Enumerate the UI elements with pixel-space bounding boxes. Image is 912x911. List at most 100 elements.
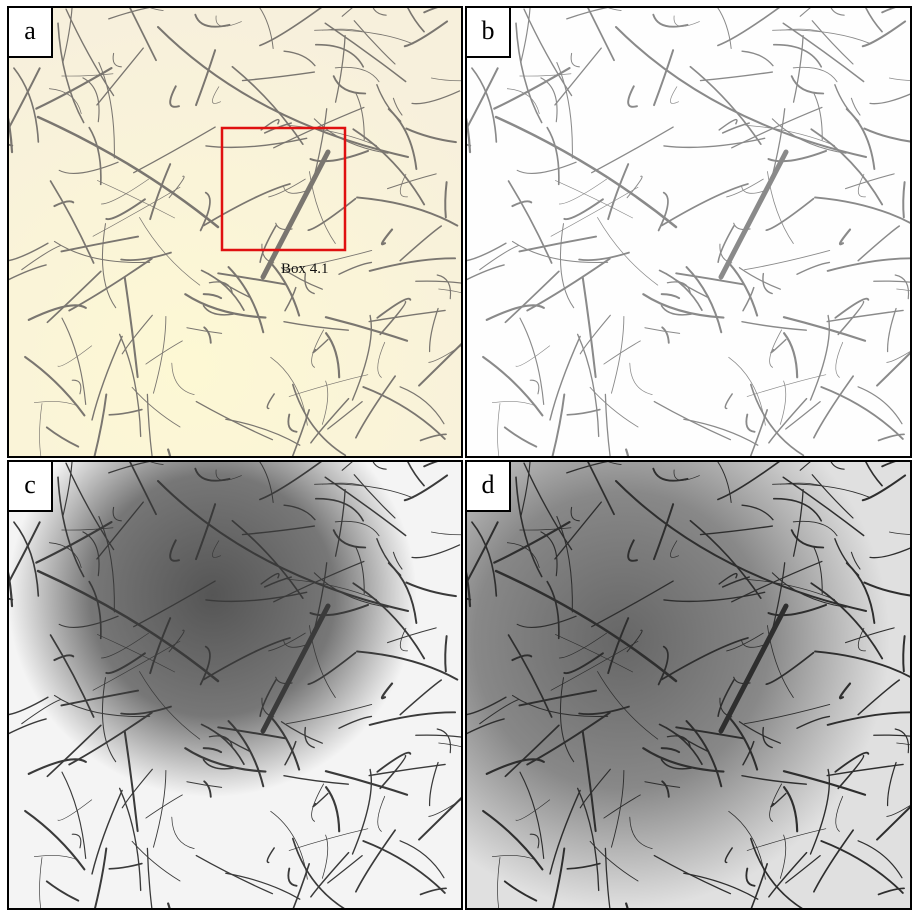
root	[581, 730, 597, 833]
root	[260, 149, 331, 280]
root	[661, 183, 749, 227]
root	[288, 374, 369, 397]
root	[368, 309, 446, 323]
panel-a-image	[8, 7, 462, 457]
root	[231, 519, 304, 600]
root	[399, 627, 408, 652]
root	[820, 840, 904, 894]
root	[845, 173, 895, 190]
root	[36, 569, 220, 683]
root	[57, 22, 85, 124]
root	[559, 223, 575, 309]
root	[430, 531, 462, 536]
root	[551, 393, 566, 457]
root	[283, 321, 350, 331]
root	[861, 474, 907, 502]
root	[35, 66, 113, 110]
root	[91, 335, 123, 421]
root	[796, 261, 831, 275]
root	[387, 627, 437, 644]
root	[607, 617, 630, 675]
root	[790, 529, 825, 549]
root	[731, 560, 823, 603]
root	[511, 694, 609, 718]
root	[741, 321, 808, 331]
root	[372, 461, 387, 470]
root	[886, 761, 897, 807]
root	[566, 408, 601, 416]
root	[811, 474, 854, 519]
root	[399, 840, 445, 879]
root	[782, 476, 865, 537]
root	[790, 75, 825, 95]
root	[168, 175, 185, 199]
root	[820, 386, 904, 440]
root	[324, 476, 407, 537]
root	[717, 7, 782, 47]
root	[108, 461, 156, 474]
root	[813, 375, 854, 439]
root	[570, 52, 580, 68]
root	[100, 178, 149, 205]
root	[554, 47, 602, 106]
root	[380, 682, 394, 700]
root	[661, 637, 749, 681]
root	[529, 833, 540, 849]
root	[493, 520, 571, 564]
root	[145, 794, 183, 819]
root	[284, 740, 297, 766]
root	[131, 386, 181, 428]
root	[523, 8, 573, 97]
root	[857, 679, 901, 716]
root	[208, 735, 234, 749]
root	[82, 77, 100, 123]
highlight-box	[220, 126, 347, 252]
root	[750, 383, 805, 457]
root	[13, 521, 40, 597]
root	[313, 572, 389, 608]
root	[428, 761, 439, 807]
root	[896, 288, 912, 292]
root	[287, 867, 298, 887]
root	[273, 106, 365, 149]
root	[814, 196, 912, 225]
root	[863, 581, 912, 597]
root	[785, 854, 821, 884]
root	[227, 720, 265, 788]
root	[60, 235, 140, 253]
root	[666, 735, 692, 749]
root	[61, 771, 87, 859]
root	[675, 272, 745, 286]
root	[268, 178, 306, 198]
root	[152, 770, 167, 848]
root	[826, 711, 912, 726]
root	[61, 317, 87, 405]
root	[368, 763, 446, 777]
root	[283, 504, 316, 521]
root	[494, 569, 678, 683]
root	[152, 316, 167, 394]
root	[626, 629, 643, 653]
root	[767, 171, 794, 244]
root	[813, 829, 854, 893]
root	[566, 7, 614, 20]
root	[660, 758, 692, 770]
root	[563, 652, 604, 675]
root	[629, 816, 653, 850]
root	[332, 529, 367, 549]
root	[428, 344, 462, 363]
root	[670, 540, 679, 558]
root	[558, 178, 607, 205]
root	[653, 49, 675, 107]
root	[772, 497, 823, 522]
root	[266, 393, 275, 410]
root	[658, 723, 703, 766]
root	[845, 108, 876, 170]
root	[845, 627, 895, 644]
root	[864, 7, 883, 33]
root	[782, 22, 865, 83]
root	[741, 50, 774, 67]
root	[312, 792, 329, 808]
root	[767, 625, 794, 698]
root	[482, 355, 544, 417]
